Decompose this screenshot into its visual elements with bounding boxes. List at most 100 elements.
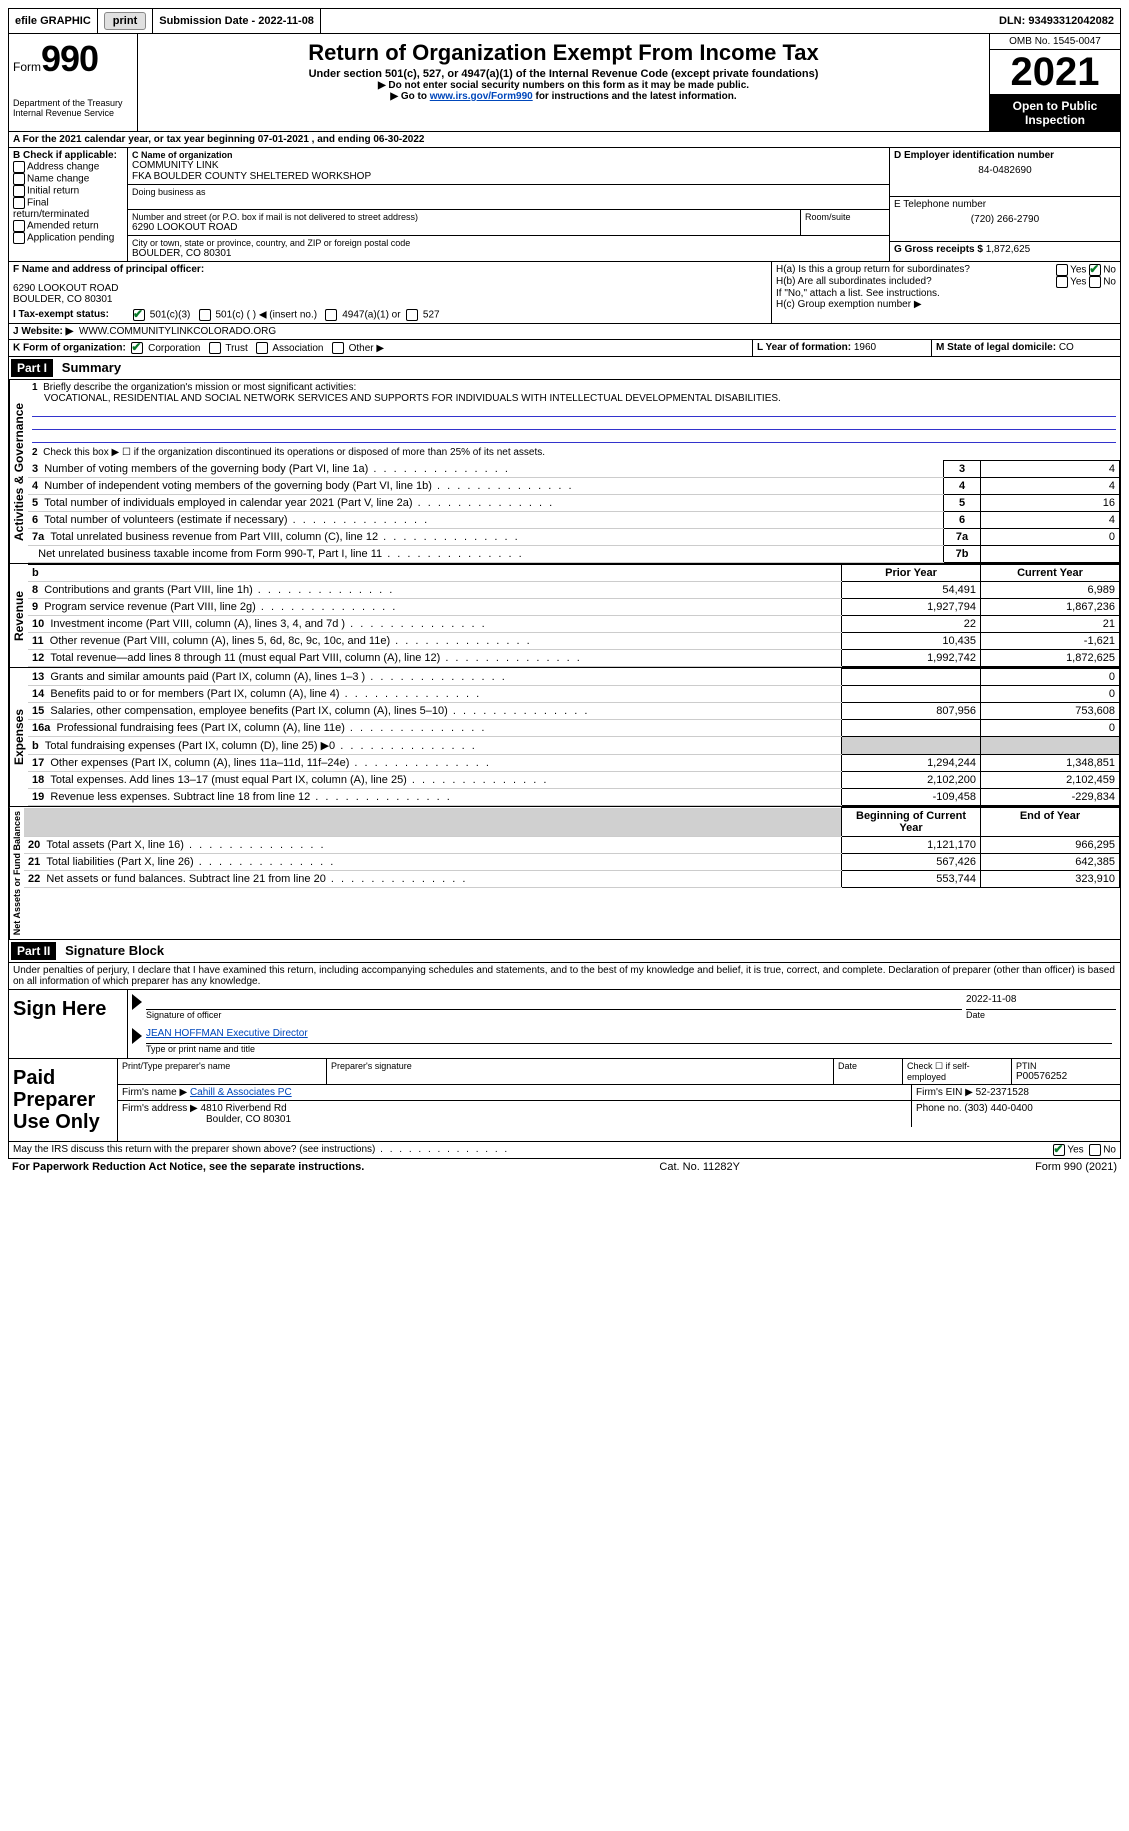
discuss-yes[interactable]: Yes — [1053, 1144, 1083, 1156]
table-row: 3 Number of voting members of the govern… — [28, 461, 1120, 478]
public-inspection: Open to Public Inspection — [990, 95, 1120, 131]
check-initial-return[interactable]: Initial return — [13, 185, 123, 197]
table-row: 21 Total liabilities (Part X, line 26) 5… — [24, 854, 1120, 871]
table-row: 15 Salaries, other compensation, employe… — [28, 703, 1120, 720]
print-button[interactable]: print — [98, 9, 153, 33]
check-trust[interactable]: Trust — [209, 343, 248, 354]
firm-name-link[interactable]: Cahill & Associates PC — [190, 1087, 292, 1098]
firm-addr2: Boulder, CO 80301 — [206, 1114, 291, 1125]
h-a-label: H(a) Is this a group return for subordin… — [776, 264, 1056, 276]
officer-addr1: 6290 LOOKOUT ROAD — [13, 283, 767, 294]
q1-text: Briefly describe the organization's miss… — [43, 382, 356, 393]
firm-addr1: 4810 Riverbend Rd — [201, 1103, 287, 1114]
h-note: If "No," attach a list. See instructions… — [776, 288, 1116, 299]
table-row: 4 Number of independent voting members o… — [28, 478, 1120, 495]
check-final-return[interactable]: Final return/terminated — [13, 197, 123, 220]
discuss-row: May the IRS discuss this return with the… — [8, 1142, 1121, 1159]
tax-year: 2021 — [990, 49, 1120, 95]
section-c-label: C Name of organization — [132, 150, 885, 160]
h-b-label: H(b) Are all subordinates included? — [776, 276, 1056, 288]
sign-here-label: Sign Here — [9, 990, 117, 1058]
part1-title: Summary — [56, 360, 121, 375]
officer-block: F Name and address of principal officer:… — [8, 262, 1121, 324]
declaration-text: Under penalties of perjury, I declare th… — [9, 963, 1120, 990]
form-title: Return of Organization Exempt From Incom… — [142, 40, 985, 66]
check-corp[interactable]: Corporation — [131, 343, 200, 354]
ha-no[interactable]: No — [1089, 264, 1116, 276]
check-501c3[interactable]: 501(c)(3) — [133, 309, 190, 321]
arrow-icon — [132, 1028, 142, 1044]
firm-ein-label: Firm's EIN ▶ — [916, 1087, 973, 1098]
line-i-label: I Tax-exempt status: — [13, 309, 133, 321]
table-row: 12 Total revenue—add lines 8 through 11 … — [28, 650, 1120, 667]
arrow-icon — [132, 994, 142, 1010]
table-row: 18 Total expenses. Add lines 13–17 (must… — [28, 772, 1120, 789]
firm-addr-label: Firm's address ▶ — [122, 1103, 198, 1114]
table-row: 11 Other revenue (Part VIII, column (A),… — [28, 633, 1120, 650]
check-assoc[interactable]: Association — [256, 343, 323, 354]
check-4947[interactable]: 4947(a)(1) or — [325, 309, 400, 321]
form-subtitle: Under section 501(c), 527, or 4947(a)(1)… — [142, 68, 985, 80]
revenue-table: b Prior Year Current Year 8 Contribution… — [28, 564, 1120, 667]
irs-link[interactable]: www.irs.gov/Form990 — [430, 91, 533, 102]
officer-name-link[interactable]: JEAN HOFFMAN Executive Director — [146, 1028, 308, 1039]
firm-ein-value: 52-2371528 — [976, 1087, 1029, 1098]
note-ssn: ▶ Do not enter social security numbers o… — [142, 80, 985, 91]
entity-block: B Check if applicable: Address change Na… — [8, 148, 1121, 262]
check-application-pending[interactable]: Application pending — [13, 232, 123, 244]
check-527[interactable]: 527 — [406, 309, 439, 321]
form-header: Form990 Department of the Treasury Inter… — [8, 34, 1121, 132]
type-name-label: Type or print name and title — [146, 1044, 1116, 1054]
section-f-label: F Name and address of principal officer: — [13, 264, 767, 275]
table-row: 5 Total number of individuals employed i… — [28, 495, 1120, 512]
check-501c[interactable]: 501(c) ( ) ◀ (insert no.) — [199, 309, 317, 321]
vlabel-revenue: Revenue — [9, 564, 28, 667]
section-b: B Check if applicable: Address change Na… — [9, 148, 128, 261]
firm-phone-value: (303) 440-0400 — [964, 1103, 1032, 1114]
section-d-label: D Employer identification number — [894, 150, 1116, 161]
summary-top-table: 3 Number of voting members of the govern… — [28, 460, 1120, 563]
net-assets-table: Beginning of Current Year End of Year 20… — [24, 807, 1120, 888]
table-row: 22 Net assets or fund balances. Subtract… — [24, 871, 1120, 888]
line-j: J Website: ▶ WWW.COMMUNITYLINKCOLORADO.O… — [8, 324, 1121, 340]
part2-tag: Part II — [11, 942, 56, 960]
q2-text: Check this box ▶ ☐ if the organization d… — [43, 447, 545, 458]
section-e-label: E Telephone number — [894, 199, 1116, 210]
line-a: A For the 2021 calendar year, or tax yea… — [8, 132, 1121, 148]
check-address-change[interactable]: Address change — [13, 161, 123, 173]
check-name-change[interactable]: Name change — [13, 173, 123, 185]
check-other[interactable]: Other ▶ — [332, 343, 384, 354]
mission-text: VOCATIONAL, RESIDENTIAL AND SOCIAL NETWO… — [44, 393, 781, 404]
sig-date-label: Date — [966, 1010, 1116, 1020]
check-amended[interactable]: Amended return — [13, 220, 123, 232]
room-suite-label: Room/suite — [801, 210, 889, 235]
ein-value: 84-0482690 — [894, 165, 1116, 176]
hb-yes[interactable]: Yes — [1056, 276, 1086, 288]
hb-no[interactable]: No — [1089, 276, 1116, 288]
city-label: City or town, state or province, country… — [132, 238, 885, 248]
ptin-value: P00576252 — [1016, 1071, 1116, 1082]
prep-check-label: Check ☐ if self-employed — [903, 1059, 1012, 1084]
table-row: Net unrelated business taxable income fr… — [28, 546, 1120, 563]
part2-title: Signature Block — [59, 943, 164, 958]
dba-label: Doing business as — [132, 187, 885, 197]
ha-yes[interactable]: Yes — [1056, 264, 1086, 276]
dln: DLN: 93493312042082 — [993, 9, 1120, 33]
treasury-label: Department of the Treasury Internal Reve… — [13, 98, 133, 118]
efile-label: efile GRAPHIC — [9, 9, 98, 33]
org-name: COMMUNITY LINK — [132, 160, 885, 171]
omb-number: OMB No. 1545-0047 — [990, 34, 1120, 49]
vlabel-governance: Activities & Governance — [9, 380, 28, 563]
sig-officer-label: Signature of officer — [146, 1010, 966, 1020]
vlabel-expenses: Expenses — [9, 668, 28, 806]
section-g-label: G Gross receipts $ — [894, 244, 983, 255]
ptin-label: PTIN — [1016, 1061, 1116, 1071]
firm-phone-label: Phone no. — [916, 1103, 962, 1114]
table-row: 6 Total number of volunteers (estimate i… — [28, 512, 1120, 529]
org-address: 6290 LOOKOUT ROAD — [132, 222, 796, 233]
note-link: ▶ Go to www.irs.gov/Form990 for instruct… — [142, 91, 985, 102]
discuss-no[interactable]: No — [1089, 1144, 1116, 1156]
sig-date-value: 2022-11-08 — [966, 994, 1116, 1010]
prep-date-label: Date — [834, 1059, 903, 1084]
line-l-label: L Year of formation: — [757, 342, 851, 353]
